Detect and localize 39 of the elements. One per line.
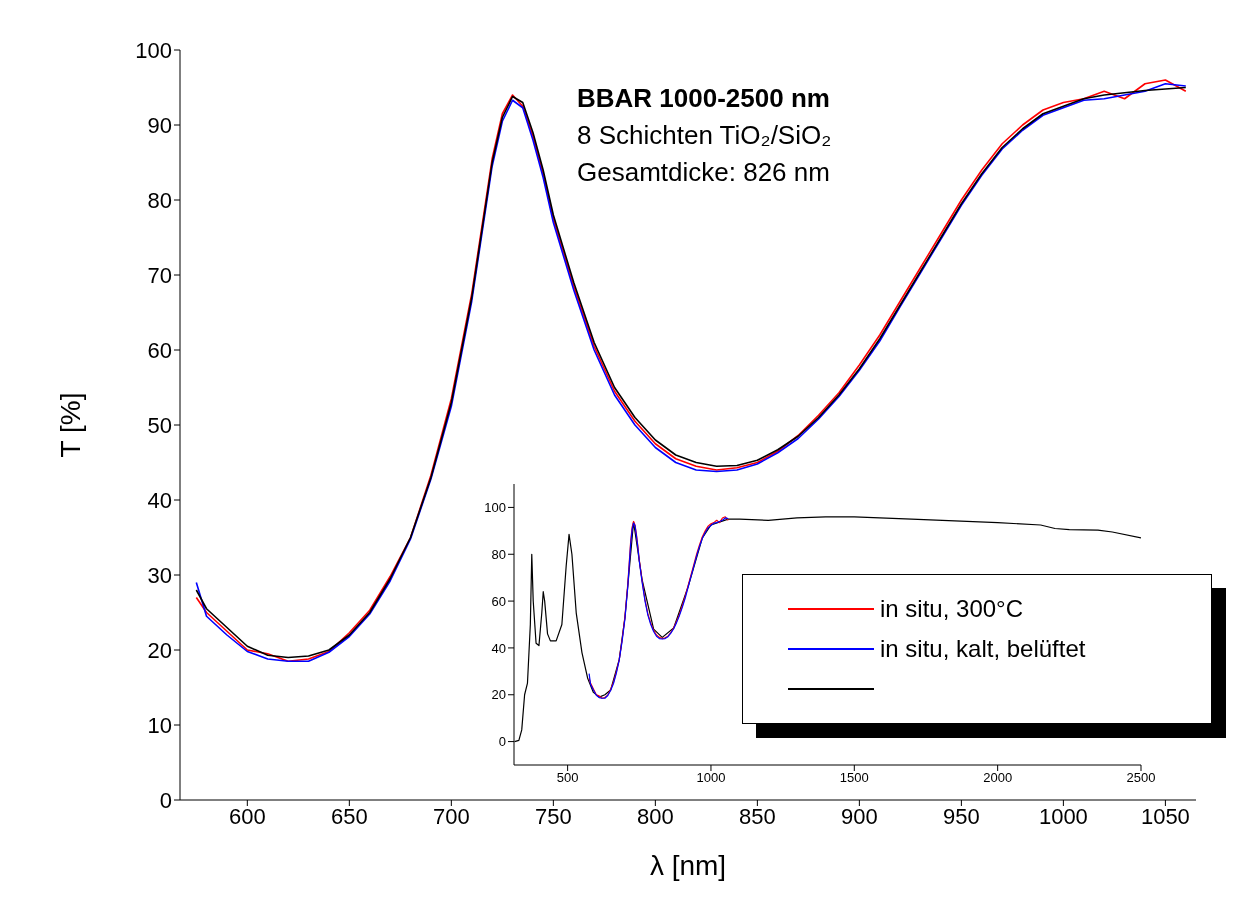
y-tick-label: 60 [147,337,172,363]
y-tick-label: 80 [491,546,506,562]
x-tick-label: 900 [841,803,878,829]
y-tick-label: 90 [147,112,172,138]
x-tick-label: 500 [556,770,579,786]
x-tick-label: 1500 [839,770,869,786]
annotation: BBAR 1000-2500 nm [577,82,831,115]
x-axis-title: λ [nm] [649,850,727,881]
x-tick-label: 1000 [1038,803,1088,829]
y-tick-label: 0 [498,734,506,750]
x-tick-label: 600 [228,803,266,829]
x-tick-label: 950 [943,803,980,829]
y-tick-label: 100 [135,37,172,63]
annotation: 8 Schichten TiO₂/SiO₂ [577,119,832,152]
legend-label: in situ, kalt, belüftet [880,635,1086,663]
x-tick-label: 750 [534,803,572,829]
y-tick-label: 20 [147,637,172,663]
x-tick-label: 650 [330,803,368,829]
y-tick-label: 20 [491,687,506,703]
x-tick-label: 850 [739,803,776,829]
x-tick-label: 1050 [1140,803,1190,829]
y-tick-label: 10 [147,712,172,738]
y-tick-label: 0 [159,787,172,813]
y-tick-label: 40 [491,640,506,656]
x-tick-label: 1000 [696,770,726,786]
x-tick-label: 800 [637,803,674,829]
y-tick-label: 30 [147,562,172,588]
x-tick-label: 2500 [1126,770,1156,786]
y-tick-label: 70 [147,262,172,288]
legend-label: in situ, 300°C [880,595,1024,623]
y-tick-label: 40 [147,487,172,513]
x-tick-label: 2000 [983,770,1013,786]
annotation: Gesamtdicke: 826 nm [577,156,831,189]
y-axis-title: T [%] [54,392,86,458]
y-tick-label: 100 [484,500,506,516]
y-tick-label: 60 [491,593,506,609]
y-tick-label: 50 [147,412,172,438]
y-tick-label: 80 [147,187,172,213]
x-tick-label: 700 [432,803,470,829]
